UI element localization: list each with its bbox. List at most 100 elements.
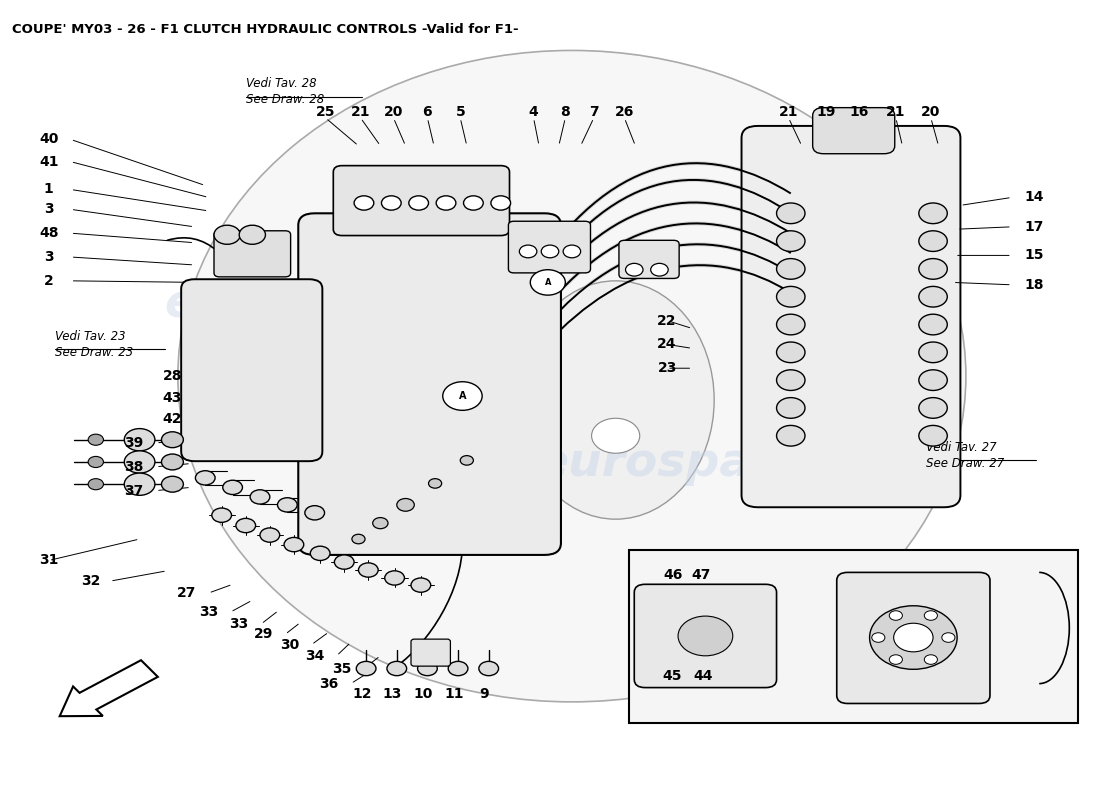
Text: 1: 1 [44, 182, 54, 197]
Text: 3: 3 [44, 202, 54, 216]
Circle shape [918, 370, 947, 390]
Circle shape [918, 258, 947, 279]
Circle shape [563, 245, 581, 258]
Text: Vedi Tav. 27: Vedi Tav. 27 [926, 441, 997, 454]
Ellipse shape [517, 281, 714, 519]
Text: 5: 5 [455, 106, 465, 119]
Text: See Draw. 23: See Draw. 23 [55, 346, 133, 358]
Circle shape [418, 662, 438, 676]
Circle shape [212, 508, 231, 522]
Text: 46: 46 [663, 568, 682, 582]
Circle shape [777, 230, 805, 251]
Text: 30: 30 [279, 638, 299, 652]
Text: 32: 32 [80, 574, 100, 588]
Circle shape [88, 434, 103, 446]
Circle shape [592, 418, 640, 454]
Text: 3: 3 [44, 250, 54, 264]
Text: 33: 33 [199, 605, 218, 619]
Circle shape [387, 662, 407, 676]
Circle shape [352, 534, 365, 544]
Circle shape [223, 480, 242, 494]
Text: 22: 22 [658, 314, 676, 327]
Circle shape [491, 196, 510, 210]
Text: 21: 21 [351, 106, 371, 119]
Text: 35: 35 [332, 662, 352, 675]
Text: 19: 19 [816, 106, 836, 119]
Text: 38: 38 [124, 460, 144, 474]
Circle shape [519, 245, 537, 258]
Circle shape [918, 314, 947, 335]
Text: 7: 7 [588, 106, 598, 119]
Text: 45: 45 [663, 670, 682, 683]
Ellipse shape [178, 50, 966, 702]
Text: 20: 20 [921, 106, 940, 119]
FancyBboxPatch shape [837, 572, 990, 703]
Circle shape [918, 426, 947, 446]
Text: See Draw. 28: See Draw. 28 [245, 93, 324, 106]
FancyBboxPatch shape [182, 279, 322, 461]
Circle shape [889, 610, 902, 620]
Circle shape [924, 610, 937, 620]
Circle shape [463, 196, 483, 210]
Text: 14: 14 [1024, 190, 1044, 205]
Text: 13: 13 [383, 687, 403, 701]
Text: 2: 2 [44, 274, 54, 288]
Circle shape [124, 451, 155, 473]
FancyBboxPatch shape [411, 639, 450, 666]
FancyArrow shape [59, 660, 157, 716]
Circle shape [411, 578, 431, 592]
Circle shape [235, 518, 255, 533]
Circle shape [305, 506, 324, 520]
Circle shape [777, 398, 805, 418]
Text: 17: 17 [1024, 220, 1044, 234]
Text: COUPE' MY03 - 26 - F1 CLUTCH HYDRAULIC CONTROLS -Valid for F1-: COUPE' MY03 - 26 - F1 CLUTCH HYDRAULIC C… [11, 22, 518, 36]
Circle shape [385, 571, 405, 585]
Text: 28: 28 [163, 369, 183, 383]
Circle shape [124, 429, 155, 451]
FancyBboxPatch shape [333, 166, 509, 235]
Circle shape [460, 456, 473, 465]
Text: 4: 4 [529, 106, 539, 119]
Circle shape [777, 286, 805, 307]
Circle shape [442, 382, 482, 410]
Text: eurosparts: eurosparts [165, 282, 454, 327]
Text: 16: 16 [849, 106, 868, 119]
Circle shape [196, 470, 216, 485]
Circle shape [448, 662, 468, 676]
Circle shape [373, 518, 388, 529]
Text: 36: 36 [319, 677, 339, 690]
Circle shape [88, 457, 103, 467]
Circle shape [124, 473, 155, 495]
Text: Vedi Tav. 23: Vedi Tav. 23 [55, 330, 125, 342]
FancyBboxPatch shape [298, 214, 561, 555]
FancyBboxPatch shape [741, 126, 960, 507]
Circle shape [893, 623, 933, 652]
Circle shape [777, 342, 805, 362]
Circle shape [777, 314, 805, 335]
Circle shape [478, 662, 498, 676]
Circle shape [870, 606, 957, 670]
Text: 44: 44 [693, 670, 713, 683]
Circle shape [918, 398, 947, 418]
Circle shape [162, 454, 184, 470]
Text: A: A [544, 278, 551, 287]
Text: 34: 34 [305, 649, 324, 663]
FancyBboxPatch shape [813, 108, 894, 154]
Bar [629, 550, 1078, 723]
Text: 21: 21 [887, 106, 905, 119]
Text: 29: 29 [254, 627, 273, 642]
Circle shape [356, 662, 376, 676]
Text: 23: 23 [658, 362, 676, 375]
Circle shape [777, 370, 805, 390]
FancyBboxPatch shape [635, 584, 777, 687]
Circle shape [530, 270, 565, 295]
Circle shape [239, 226, 265, 244]
Circle shape [429, 478, 441, 488]
Circle shape [359, 563, 378, 577]
Circle shape [918, 230, 947, 251]
Text: See Draw. 27: See Draw. 27 [926, 457, 1004, 470]
Circle shape [397, 498, 415, 511]
Circle shape [541, 245, 559, 258]
Text: 47: 47 [691, 568, 711, 582]
FancyBboxPatch shape [619, 240, 679, 278]
